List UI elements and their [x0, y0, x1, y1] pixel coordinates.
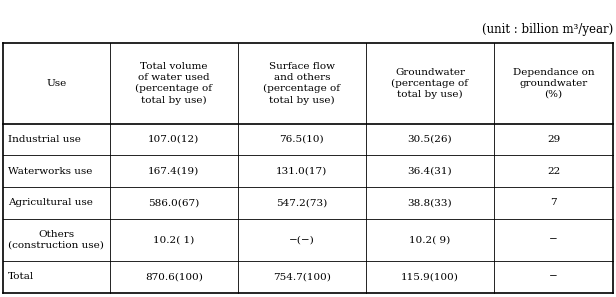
Text: Total volume
of water used
(percentage of
total by use): Total volume of water used (percentage o…: [136, 62, 213, 105]
Text: 30.5(26): 30.5(26): [408, 135, 452, 144]
Text: 29: 29: [547, 135, 560, 144]
Text: Industrial use: Industrial use: [8, 135, 81, 144]
Text: 131.0(17): 131.0(17): [277, 167, 328, 176]
Text: 167.4(19): 167.4(19): [148, 167, 200, 176]
Text: −: −: [549, 235, 558, 244]
Text: Waterworks use: Waterworks use: [8, 167, 92, 176]
Text: 38.8(33): 38.8(33): [408, 198, 452, 207]
Text: (unit : billion m³/year): (unit : billion m³/year): [482, 23, 613, 36]
Text: 76.5(10): 76.5(10): [280, 135, 324, 144]
Text: 107.0(12): 107.0(12): [148, 135, 200, 144]
Text: −(−): −(−): [289, 235, 315, 244]
Text: 10.2( 1): 10.2( 1): [153, 235, 195, 244]
Text: Others
(construction use): Others (construction use): [8, 230, 104, 250]
Text: Total: Total: [8, 272, 34, 281]
Text: 7: 7: [550, 198, 557, 207]
Text: 36.4(31): 36.4(31): [408, 167, 452, 176]
Text: 754.7(100): 754.7(100): [273, 272, 331, 281]
Text: 870.6(100): 870.6(100): [145, 272, 203, 281]
Text: Agricultural use: Agricultural use: [8, 198, 93, 207]
Text: 22: 22: [547, 167, 560, 176]
Text: 586.0(67): 586.0(67): [148, 198, 200, 207]
Text: Use: Use: [46, 79, 67, 88]
Text: 115.9(100): 115.9(100): [401, 272, 459, 281]
Text: −: −: [549, 272, 558, 281]
Text: Groundwater
(percentage of
total by use): Groundwater (percentage of total by use): [392, 67, 468, 99]
Text: Surface flow
and others
(percentage of
total by use): Surface flow and others (percentage of t…: [264, 62, 341, 105]
Text: 10.2( 9): 10.2( 9): [410, 235, 450, 244]
Text: Dependance on
groundwater
(%): Dependance on groundwater (%): [513, 68, 594, 99]
Text: 547.2(73): 547.2(73): [277, 198, 328, 207]
